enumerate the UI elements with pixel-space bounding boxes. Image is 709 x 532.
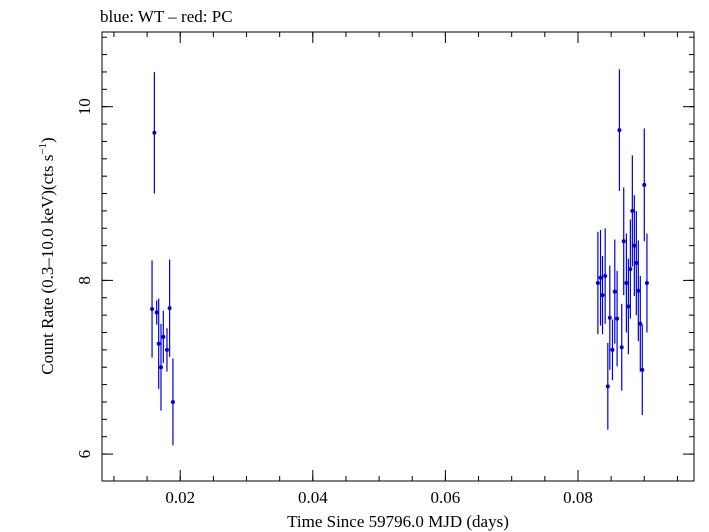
chart-title: blue: WT – red: PC <box>100 7 233 26</box>
x-tick-label: 0.02 <box>165 488 195 507</box>
x-tick-label: 0.08 <box>563 488 593 507</box>
y-axis-label-close: ) <box>38 137 57 143</box>
data-point <box>595 280 600 285</box>
data-point <box>161 334 166 339</box>
y-axis-label-main: Count Rate (0.3–10.0 keV)(cts s <box>38 155 57 375</box>
data-point <box>603 274 608 279</box>
y-tick-label: 6 <box>75 450 94 459</box>
data-point <box>640 367 645 372</box>
data-point <box>644 280 649 285</box>
x-tick-labels: 0.02 0.04 0.06 0.08 <box>165 488 593 507</box>
data-point <box>164 347 169 352</box>
data-point <box>621 239 626 244</box>
data-point <box>167 306 172 311</box>
y-tick-label: 10 <box>75 98 94 115</box>
data-point <box>170 399 175 404</box>
data-point <box>605 384 610 389</box>
y-axis-label: Count Rate (0.3–10.0 keV)(cts s−1) <box>37 137 57 374</box>
x-tick-label: 0.06 <box>431 488 461 507</box>
data-point <box>626 304 631 309</box>
data-point <box>152 130 157 135</box>
data-point <box>150 307 155 312</box>
data-point <box>598 275 603 280</box>
data-point <box>636 288 641 293</box>
data-point <box>628 267 633 272</box>
y-tick-label: 8 <box>75 276 94 285</box>
data-point <box>600 293 605 298</box>
data-point <box>154 310 159 315</box>
major-ticks <box>102 32 694 481</box>
x-axis-label: Time Since 59796.0 MJD (days) <box>287 512 509 531</box>
data-point <box>159 365 164 370</box>
y-axis-label-exponent: −1 <box>37 143 49 155</box>
data-point <box>610 347 615 352</box>
data-point <box>642 182 647 187</box>
data-point <box>624 280 629 285</box>
data-point <box>615 316 620 321</box>
data-point <box>612 289 617 294</box>
data-point <box>630 208 635 213</box>
data-point <box>634 261 639 266</box>
y-tick-labels: 6 8 10 <box>75 98 94 458</box>
data-point <box>619 345 624 350</box>
x-tick-label: 0.04 <box>298 488 328 507</box>
plot-frame <box>101 31 695 482</box>
data-point <box>607 315 612 320</box>
data-point <box>617 128 622 133</box>
data-point <box>632 243 637 248</box>
data-point <box>638 321 643 326</box>
data-point <box>156 341 161 346</box>
data-points <box>150 69 649 446</box>
